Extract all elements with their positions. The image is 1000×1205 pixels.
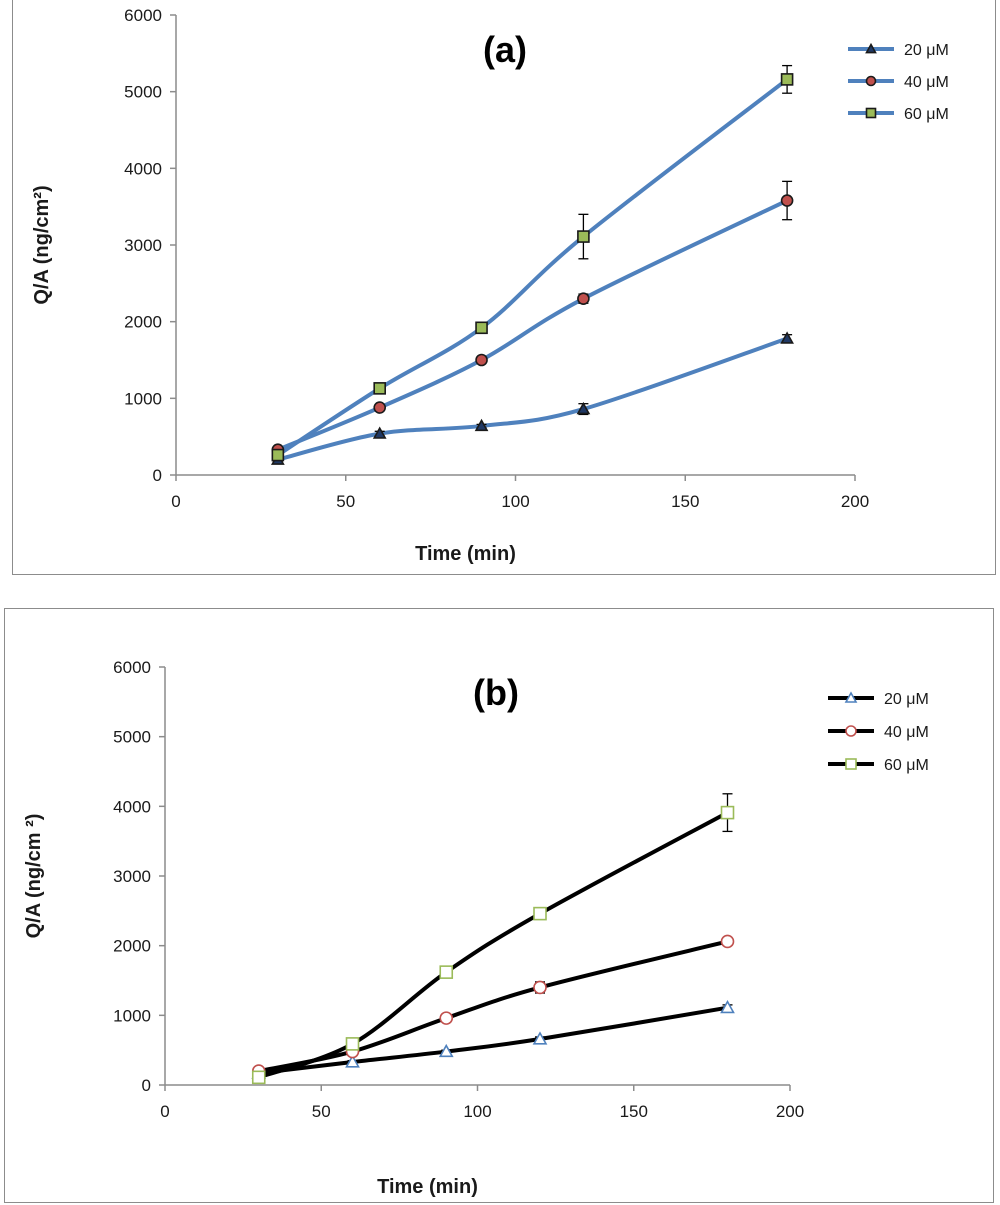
legend-marker: [845, 758, 857, 770]
chart-b: 0 50 100 150 2000100020003000400050006000Tim…: [23, 658, 929, 1198]
x-tick-label: 150: [620, 1102, 648, 1121]
data-point-marker: [780, 331, 794, 344]
x-tick-label: 100: [501, 492, 529, 511]
x-tick-label: 0: [171, 492, 180, 511]
y-tick-label: 3000: [124, 236, 162, 255]
series-line: [256, 1005, 730, 1076]
data-point-marker: [533, 980, 547, 995]
chart-panel-b: [4, 608, 994, 1203]
legend-marker: [865, 107, 877, 119]
chart-a: 0 50 100 150 2000100020003000400050006000Tim…: [31, 6, 949, 565]
series-line: [275, 77, 790, 458]
data-point-marker: [271, 448, 285, 462]
y-tick-label: 1000: [113, 1006, 151, 1025]
y-tick-label: 4000: [124, 159, 162, 178]
data-point-marker: [720, 934, 735, 949]
x-tick-label: 200: [841, 492, 869, 511]
legend-label: 40 μM: [904, 74, 949, 91]
y-tick-label: 1000: [124, 389, 162, 408]
data-point-marker: [532, 1031, 548, 1045]
x-tick-label: 100: [463, 1102, 491, 1121]
legend-label: 20 μM: [884, 691, 929, 708]
y-tick-label: 0: [142, 1076, 151, 1095]
data-point-marker: [373, 401, 387, 414]
data-point-marker: [345, 1037, 360, 1051]
legend-marker: [865, 75, 877, 87]
x-tick-label: 0: [160, 1102, 169, 1121]
series-line: [256, 810, 730, 1080]
data-point-marker: [474, 418, 489, 432]
data-point-marker: [251, 1070, 266, 1085]
series-line: [275, 198, 790, 452]
panel-title: (a): [483, 29, 527, 70]
data-point-marker: [577, 292, 590, 305]
data-point-marker: [439, 1011, 454, 1025]
data-point-marker: [345, 1054, 360, 1068]
legend-label: 40 μM: [884, 724, 929, 741]
legend-marker: [845, 725, 857, 737]
series-line: [275, 336, 790, 462]
y-tick-label: 2000: [124, 313, 162, 332]
legend-marker: [844, 691, 858, 703]
data-point-marker: [577, 230, 590, 243]
legend-label: 60 μM: [884, 757, 929, 774]
y-tick-label: 5000: [113, 728, 151, 747]
data-point-marker: [780, 194, 794, 207]
x-tick-label: 50: [312, 1102, 331, 1121]
data-point-marker: [372, 426, 387, 439]
x-tick-label: 150: [671, 492, 699, 511]
x-axis-title: Time (min): [415, 543, 516, 565]
series-line: [256, 939, 730, 1074]
y-tick-label: 4000: [113, 797, 151, 816]
x-axis-title: Time (min): [377, 1176, 478, 1198]
y-tick-label: 3000: [113, 867, 151, 886]
data-point-marker: [373, 382, 387, 395]
data-point-marker: [780, 73, 794, 86]
data-point-marker: [475, 353, 488, 367]
data-point-marker: [533, 906, 547, 921]
legend-label: 60 μM: [904, 106, 949, 123]
y-tick-label: 5000: [124, 83, 162, 102]
y-axis-title: Q/A (ng/cm ²): [23, 814, 45, 939]
legend-marker: [865, 42, 877, 54]
x-tick-label: 200: [776, 1102, 804, 1121]
y-tick-label: 2000: [113, 937, 151, 956]
y-tick-label: 6000: [113, 658, 151, 677]
data-point-marker: [720, 805, 735, 820]
y-tick-label: 0: [153, 466, 162, 485]
y-axis-title: Q/A (ng/cm²): [31, 185, 53, 304]
data-point-marker: [438, 1043, 454, 1058]
data-point-marker: [475, 321, 488, 335]
legend-label: 20 μM: [904, 42, 949, 59]
data-point-marker: [576, 401, 591, 415]
y-tick-label: 6000: [124, 6, 162, 25]
data-point-marker: [720, 1000, 735, 1014]
data-point-marker: [439, 965, 454, 979]
panel-title: (b): [473, 672, 519, 713]
x-tick-label: 50: [336, 492, 355, 511]
